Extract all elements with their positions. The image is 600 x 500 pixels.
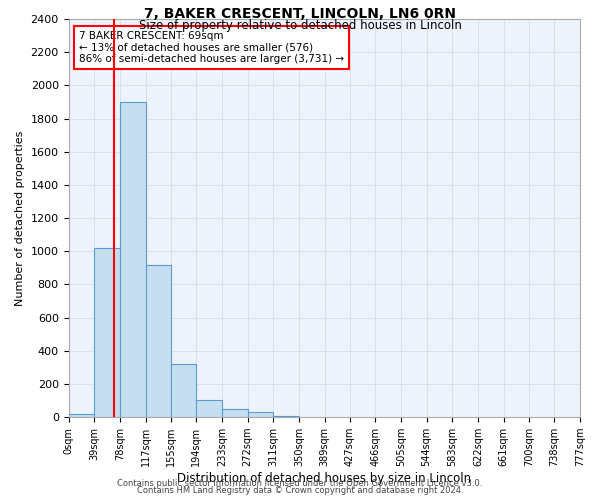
X-axis label: Distribution of detached houses by size in Lincoln: Distribution of detached houses by size … — [177, 472, 472, 485]
Bar — [170, 364, 196, 417]
Text: 7 BAKER CRESCENT: 69sqm
← 13% of detached houses are smaller (576)
86% of semi-d: 7 BAKER CRESCENT: 69sqm ← 13% of detache… — [79, 31, 344, 64]
Bar — [68, 414, 94, 417]
Text: 7, BAKER CRESCENT, LINCOLN, LN6 0RN: 7, BAKER CRESCENT, LINCOLN, LN6 0RN — [144, 8, 456, 22]
Text: Contains public sector information licensed under the Open Government Licence v3: Contains public sector information licen… — [118, 478, 482, 488]
Bar — [94, 248, 120, 417]
Bar — [120, 102, 146, 417]
Bar — [273, 416, 299, 417]
Text: Size of property relative to detached houses in Lincoln: Size of property relative to detached ho… — [139, 19, 461, 32]
Bar — [248, 412, 273, 417]
Bar — [222, 409, 248, 417]
Bar — [146, 264, 170, 417]
Y-axis label: Number of detached properties: Number of detached properties — [15, 130, 25, 306]
Text: Contains HM Land Registry data © Crown copyright and database right 2024.: Contains HM Land Registry data © Crown c… — [137, 486, 463, 495]
Bar — [196, 400, 222, 417]
